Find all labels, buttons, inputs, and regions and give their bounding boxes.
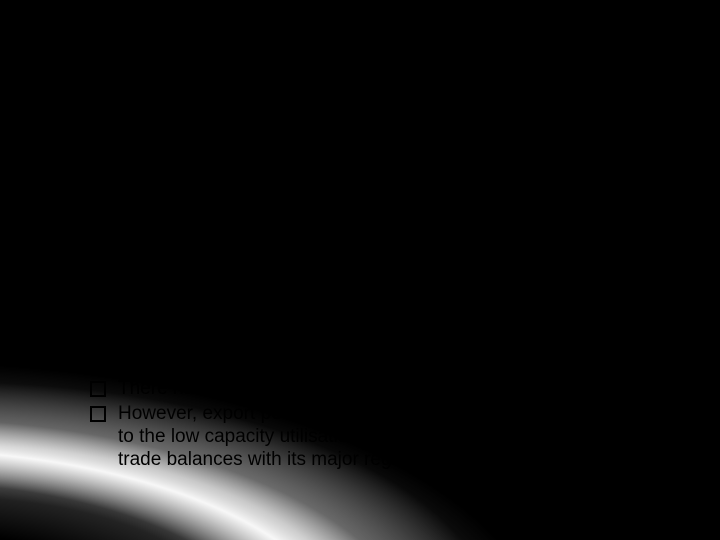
- bullet-item: However, export performance continues to…: [90, 402, 686, 472]
- sub-bullet-list: Macro Economic reforms creating economic…: [52, 164, 686, 471]
- bullet-item: Macro Economic reforms creating economic…: [90, 164, 686, 187]
- bullet-text: The financial Sector has been resuscitat…: [118, 354, 477, 375]
- bullet-item: The financial Sector has been resuscitat…: [90, 353, 686, 376]
- bullet-text: Inflation dropped from hyper inflation l…: [118, 189, 683, 256]
- bullet-item: Growth in real GDP increased from -14. 8…: [90, 259, 686, 305]
- bullet-text: However, export performance continues to…: [118, 403, 671, 470]
- slide-title: Overview of Economic Performance 2008 -2…: [24, 18, 686, 92]
- bullet-item: Inflation dropped from hyper inflation l…: [90, 188, 686, 258]
- bullet-text: Growth in real GDP increased from -14. 8…: [118, 260, 647, 304]
- slide: Overview of Economic Performance 2008 -2…: [0, 0, 720, 540]
- bullet-item: There is improved overall capacity utili…: [90, 306, 686, 352]
- lead-bullet: Objectives of Short Term Economic Recove…: [30, 116, 686, 472]
- slide-content: Objectives of Short Term Economic Recove…: [24, 116, 686, 472]
- bullet-text: There is improved overall capacity utili…: [118, 307, 658, 351]
- bullet-text: There has been some improvement in Publi…: [118, 378, 623, 399]
- bullet-text: Macro Economic reforms creating economic…: [118, 165, 557, 186]
- bullet-item: There has been some improvement in Publi…: [90, 377, 686, 400]
- lead-text: Objectives of Short Term Economic Recove…: [52, 117, 633, 161]
